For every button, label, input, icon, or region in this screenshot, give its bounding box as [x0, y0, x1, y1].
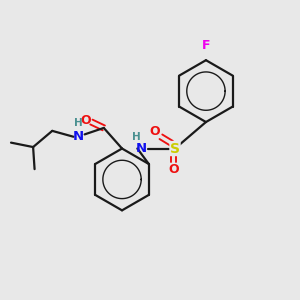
Text: O: O — [150, 125, 160, 138]
Text: O: O — [80, 114, 91, 127]
Text: S: S — [170, 142, 180, 155]
Text: H: H — [74, 118, 83, 128]
Text: N: N — [136, 142, 147, 155]
Text: O: O — [168, 163, 179, 176]
Text: F: F — [202, 39, 210, 52]
Text: N: N — [73, 130, 84, 143]
Text: H: H — [132, 132, 141, 142]
